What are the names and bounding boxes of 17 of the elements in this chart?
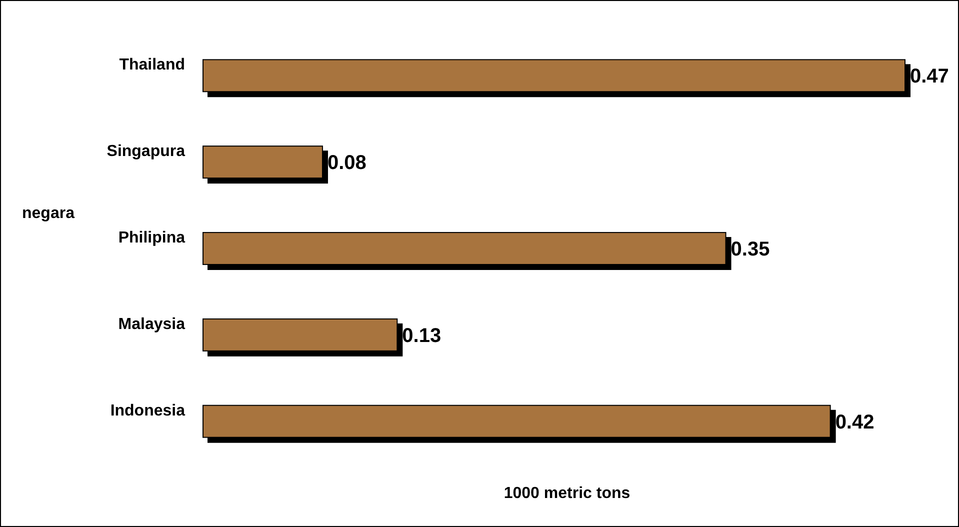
data-label: 0.35	[730, 238, 770, 260]
x-axis-title: 1000 metric tons	[504, 485, 630, 502]
y-tick-label: Philipina	[118, 230, 186, 246]
bar	[202, 232, 726, 265]
y-axis-title: negara	[22, 205, 75, 222]
y-tick-label: Indonesia	[110, 402, 186, 420]
data-label: 0.08	[327, 152, 366, 174]
bar	[202, 146, 323, 179]
bar	[202, 318, 398, 352]
bar	[202, 404, 831, 438]
data-label: 0.13	[402, 324, 442, 347]
data-label: 0.42	[835, 411, 874, 434]
y-tick-label: Malaysia	[118, 316, 186, 333]
bar	[202, 59, 906, 92]
y-tick-label: Thailand	[119, 56, 185, 74]
y-tick-label: Singapura	[106, 143, 186, 160]
data-label: 0.47	[910, 66, 949, 88]
